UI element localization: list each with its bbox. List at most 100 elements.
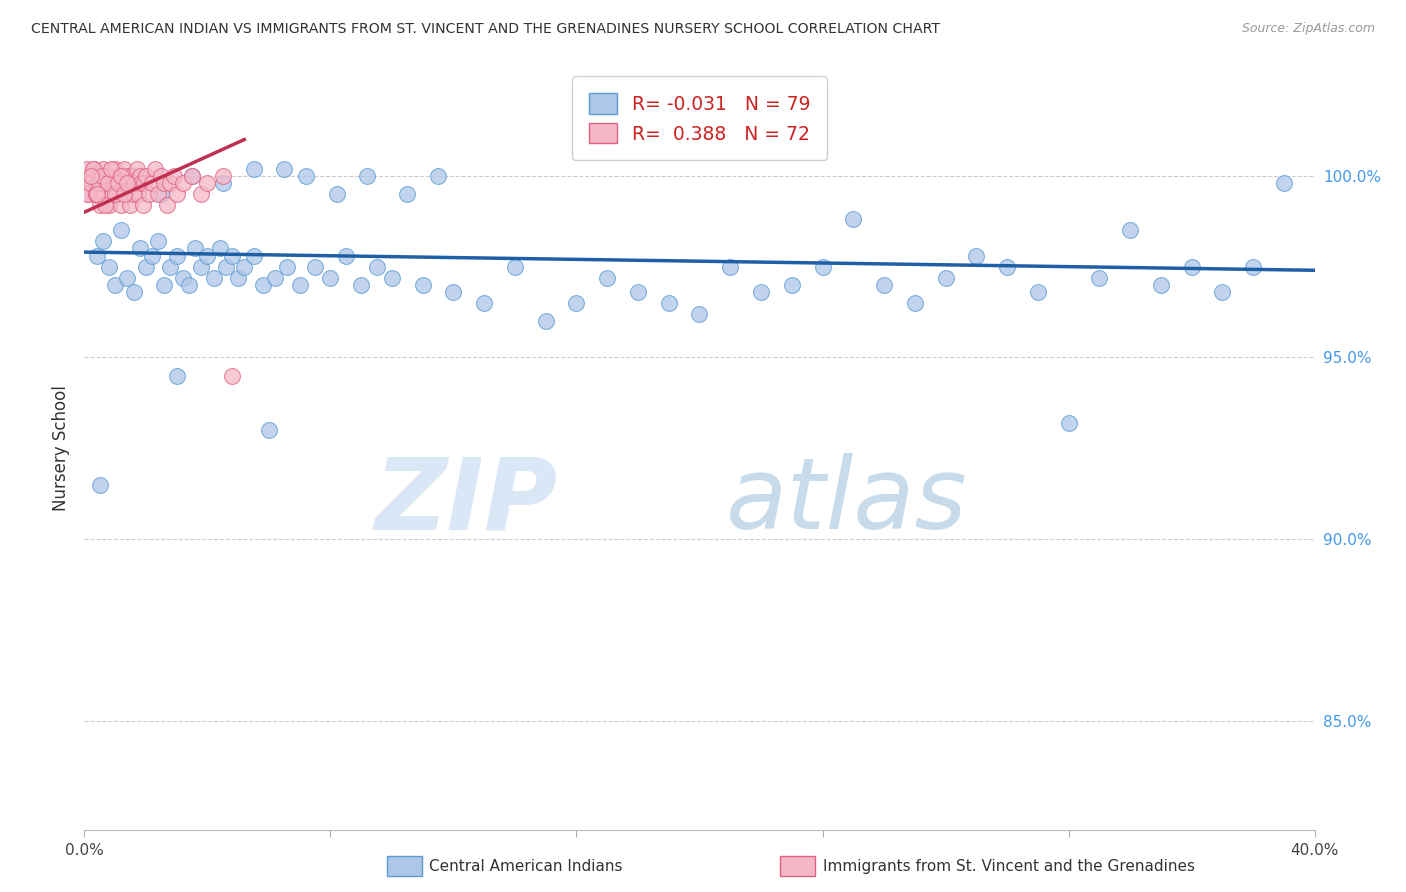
Point <box>350 277 373 292</box>
Point <box>135 169 157 183</box>
Point <box>128 169 150 183</box>
Text: ZIP: ZIP <box>375 453 558 550</box>
Point <box>443 285 465 299</box>
Point <box>1088 270 1111 285</box>
Legend: R= -0.031   N = 79, R=  0.388   N = 72: R= -0.031 N = 79, R= 0.388 N = 72 <box>572 77 827 161</box>
Point <box>150 186 173 201</box>
Point <box>135 260 157 274</box>
Text: Source: ZipAtlas.com: Source: ZipAtlas.com <box>1241 22 1375 36</box>
Point <box>108 169 131 183</box>
Point <box>396 186 419 201</box>
Point <box>995 260 1018 274</box>
Text: atlas: atlas <box>727 453 967 550</box>
Point <box>1241 260 1264 274</box>
Point <box>96 176 118 190</box>
Point <box>811 260 834 274</box>
Point <box>1026 285 1049 299</box>
Point <box>172 270 194 285</box>
Point <box>221 368 243 383</box>
Point <box>89 477 111 491</box>
Point <box>627 285 650 299</box>
Point <box>325 186 347 201</box>
Point <box>94 169 117 183</box>
Point <box>166 249 188 263</box>
Point <box>197 249 219 263</box>
Point <box>211 169 233 183</box>
Point <box>366 260 388 274</box>
Point <box>84 186 107 201</box>
Point <box>100 169 122 183</box>
Point <box>112 186 135 201</box>
Point <box>190 186 212 201</box>
Point <box>935 270 957 285</box>
Point <box>143 161 166 176</box>
Point <box>91 169 114 183</box>
Point <box>79 169 101 183</box>
Point <box>215 260 238 274</box>
Point <box>842 212 865 227</box>
Point <box>110 198 132 212</box>
Point <box>91 234 114 248</box>
Point <box>84 186 107 201</box>
Point <box>138 186 160 201</box>
Point <box>104 277 127 292</box>
Point <box>86 186 108 201</box>
Point <box>141 176 163 190</box>
Point <box>780 277 803 292</box>
Point <box>117 169 139 183</box>
Point <box>91 161 114 176</box>
Text: Central American Indians: Central American Indians <box>429 859 623 873</box>
Point <box>89 198 111 212</box>
Point <box>82 161 104 176</box>
Point <box>148 234 170 248</box>
Point <box>749 285 772 299</box>
Point <box>159 260 181 274</box>
Point <box>252 277 274 292</box>
Point <box>184 242 207 256</box>
Point <box>128 242 150 256</box>
Point <box>257 423 280 437</box>
Point <box>156 198 179 212</box>
Point <box>122 285 145 299</box>
Point <box>295 169 318 183</box>
Point <box>125 161 148 176</box>
Point <box>153 176 176 190</box>
Point <box>83 161 105 176</box>
Point <box>121 169 143 183</box>
Point <box>718 260 741 274</box>
Point <box>86 176 108 190</box>
Point <box>264 270 287 285</box>
Point <box>127 186 149 201</box>
Point <box>150 169 173 183</box>
Point <box>129 176 152 190</box>
Point <box>233 260 256 274</box>
Point <box>75 176 97 190</box>
Point <box>276 260 298 274</box>
Point <box>472 296 495 310</box>
Point <box>381 270 404 285</box>
Point <box>115 186 138 201</box>
Point <box>80 169 103 183</box>
Point <box>134 176 156 190</box>
Point <box>90 176 112 190</box>
Text: CENTRAL AMERICAN INDIAN VS IMMIGRANTS FROM ST. VINCENT AND THE GRENADINES NURSER: CENTRAL AMERICAN INDIAN VS IMMIGRANTS FR… <box>31 22 941 37</box>
Point <box>120 176 142 190</box>
Point <box>159 176 181 190</box>
Y-axis label: Nursery School: Nursery School <box>52 385 70 511</box>
Point <box>273 161 295 176</box>
Point <box>172 176 194 190</box>
Point <box>565 296 588 310</box>
Point <box>177 277 200 292</box>
Point <box>319 270 342 285</box>
Point <box>356 169 378 183</box>
Point <box>288 277 311 292</box>
Point <box>1272 176 1295 190</box>
Point <box>79 176 101 190</box>
Point <box>181 169 204 183</box>
Point <box>412 277 434 292</box>
Point <box>153 277 176 292</box>
Point <box>166 368 188 383</box>
Point <box>873 277 896 292</box>
Point <box>111 176 134 190</box>
Point <box>110 223 132 237</box>
